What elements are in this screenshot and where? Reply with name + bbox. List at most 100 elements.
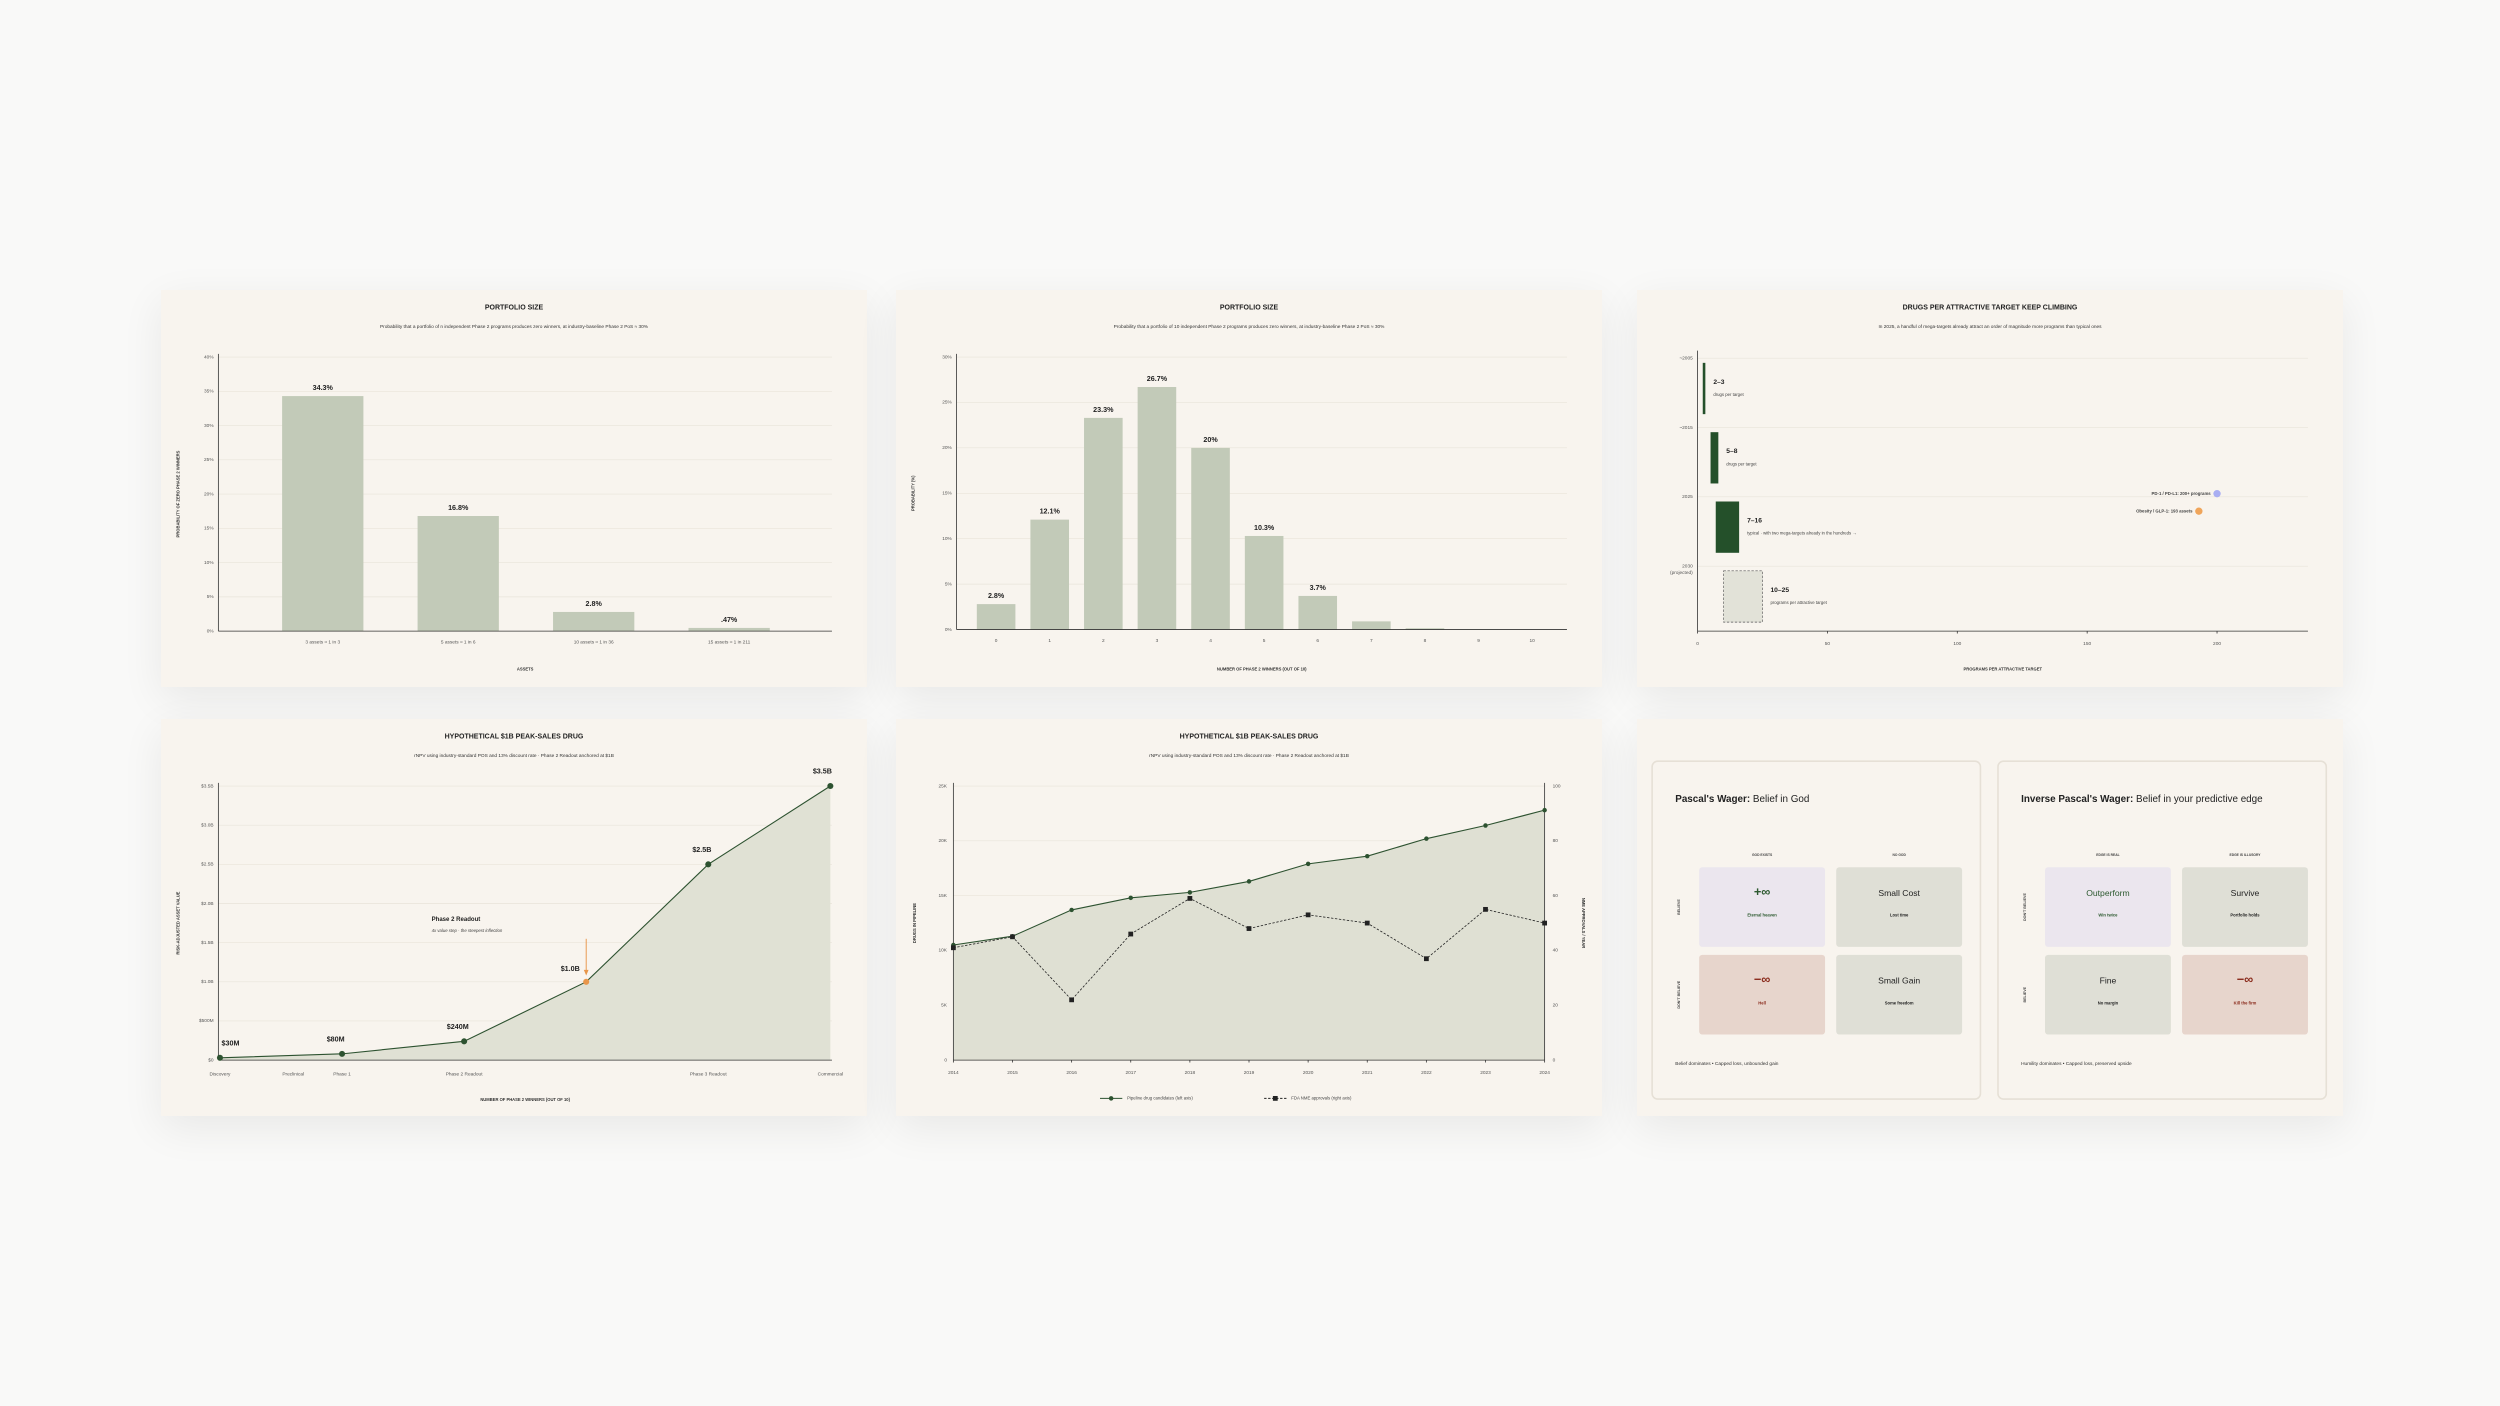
area <box>219 786 831 1061</box>
x-tick-label: 6 <box>1316 638 1319 644</box>
range-bar <box>1710 432 1719 484</box>
y-tick-label: 0 <box>1553 1057 1556 1063</box>
cell-detail: Hell <box>1758 1001 1766 1006</box>
chart-subtitle: rNPV using industry-standard POS and 13%… <box>414 753 614 759</box>
cell-outcome: +∞ <box>1753 884 1771 900</box>
x-tick-label: 5 <box>1263 638 1266 644</box>
point <box>705 861 712 868</box>
x-tick-label: 2017 <box>1125 1070 1136 1076</box>
chart-title: HYPOTHETICAL $1B PEAK-SALES DRUG <box>1180 733 1319 740</box>
y-tick-label: 2030 <box>1682 563 1693 569</box>
point <box>1424 836 1429 841</box>
range-bar <box>1702 362 1706 415</box>
cell-outcome: Small Gain <box>1878 977 1921 987</box>
cell-outcome: Fine <box>2099 977 2117 987</box>
cell-detail: Eternal heaven <box>1747 913 1777 919</box>
chart-panel: PORTFOLIO SIZE Probability that a portfol… <box>161 290 867 687</box>
y-tick-label: $1.0B <box>201 979 213 985</box>
legend-label: Pipeline drug candidates (left axis) <box>1127 1096 1193 1101</box>
cell-outcome: −∞ <box>1753 972 1771 987</box>
x-tick-label: Commercial <box>818 1072 843 1078</box>
cell-detail: Lost time <box>1889 913 1909 919</box>
cell-detail: Kill the firm <box>2233 1001 2257 1006</box>
point <box>216 1054 223 1061</box>
y-tick-label: 40% <box>204 354 214 360</box>
chart-subtitle: rNPV using industry-standard POS and 13%… <box>1149 753 1349 759</box>
bar <box>282 396 364 632</box>
x-tick-label: 0 <box>1696 641 1699 647</box>
card-title-bold: Inverse Pascal's Wager: <box>2021 793 2134 806</box>
axis-label: DRUGS IN PIPELINE <box>912 903 917 943</box>
chart-panel: PORTFOLIO SIZE Probability that a portfol… <box>896 290 1602 687</box>
y-tick-label: 25K <box>939 783 948 789</box>
bar <box>553 611 635 632</box>
x-tick-label: 2015 <box>1007 1070 1018 1076</box>
bar <box>1298 595 1338 630</box>
chart-title: HYPOTHETICAL $1B PEAK-SALES DRUG <box>445 733 584 740</box>
axis-label: PROGRAMS PER ATTRACTIVE TARGET <box>1963 666 2042 671</box>
chart-subtitle: Probability that a portfolio of n indepe… <box>380 324 649 330</box>
matrix-cell: Fine No margin <box>2044 954 2171 1035</box>
matrix-cell: −∞ Hell <box>1699 954 1826 1035</box>
point <box>1305 912 1311 918</box>
y-tick-label: 5K <box>941 1003 948 1009</box>
bar <box>1137 386 1177 630</box>
point <box>2195 507 2203 515</box>
value-label: 12.1% <box>1040 508 1061 516</box>
y-tick-label: 10% <box>942 536 952 542</box>
x-tick-label: 10 <box>1530 638 1536 644</box>
bar <box>1352 621 1391 630</box>
x-tick-label: 2014 <box>948 1070 959 1076</box>
cell-outcome: Survive <box>2230 889 2260 900</box>
y-tick-label: 10K <box>939 948 948 954</box>
row-header: DON'T BELIEVE <box>2024 892 2028 921</box>
value-label: 23.3% <box>1093 406 1114 414</box>
x-tick-label: Preclinical <box>282 1072 304 1078</box>
cell-detail: No margin <box>2097 1001 2119 1006</box>
bar-note: drugs per target <box>1726 461 1757 466</box>
point <box>1246 879 1252 884</box>
x-tick-label: 2016 <box>1066 1070 1077 1076</box>
chart-panel: HYPOTHETICAL $1B PEAK-SALES DRUG rNPV usi… <box>161 719 867 1116</box>
value-label: 5–8 <box>1726 448 1737 455</box>
x-tick-label: 1 <box>1048 638 1051 644</box>
x-tick-label: 2023 <box>1480 1070 1491 1076</box>
value-label: 2.8% <box>586 600 603 608</box>
matrix-cell: −∞ Kill the firm <box>2182 954 2308 1035</box>
x-tick-label: 10 assets ≈ 1 in 36 <box>574 640 614 646</box>
x-tick-label: 100 <box>1953 641 1961 647</box>
point <box>1542 807 1547 813</box>
matrix-cell: Small Gain Some freedom <box>1836 954 1963 1035</box>
card-title: Inverse Pascal's Wager: Belief in your p… <box>2021 794 2308 807</box>
value-label: .47% <box>721 616 738 624</box>
x-tick-label: 3 assets ≈ 1 in 3 <box>305 640 340 646</box>
x-tick-label: 7 <box>1370 638 1373 644</box>
value-label: 3.7% <box>1310 584 1327 592</box>
point <box>1187 890 1193 895</box>
point <box>1246 926 1252 931</box>
point <box>1423 956 1429 962</box>
y-tick-label: 80 <box>1553 838 1559 844</box>
x-tick-label: 9 <box>1477 638 1480 644</box>
y-tick-label: 5% <box>945 581 953 587</box>
point <box>950 945 956 951</box>
y-tick-label: 20 <box>1553 1003 1559 1009</box>
value-label: $1.0B <box>561 965 580 973</box>
y-tick-note: (projected) <box>1670 570 1693 576</box>
x-tick-label: Phase 1 <box>333 1072 351 1078</box>
bar-note: typical · with two mega-targets already … <box>1747 531 1857 536</box>
y-tick-label: $2.5B <box>201 862 213 868</box>
y-tick-label: 20% <box>942 445 952 451</box>
value-label: $2.5B <box>692 846 711 854</box>
x-tick-label: 2020 <box>1303 1070 1314 1076</box>
bar <box>1084 417 1123 630</box>
x-tick-label: Phase 3 Readout <box>690 1072 728 1078</box>
point-label: Obesity / GLP-1: 193 assets <box>2136 508 2193 513</box>
value-label: $30M <box>222 1039 240 1047</box>
row-header: BELIEVE <box>1678 898 1682 915</box>
chart-title: PORTFOLIO SIZE <box>1220 304 1279 311</box>
y-tick-label: $2.0B <box>201 901 213 907</box>
y-tick-label: 35% <box>204 389 214 395</box>
chart-title: PORTFOLIO SIZE <box>485 304 544 311</box>
